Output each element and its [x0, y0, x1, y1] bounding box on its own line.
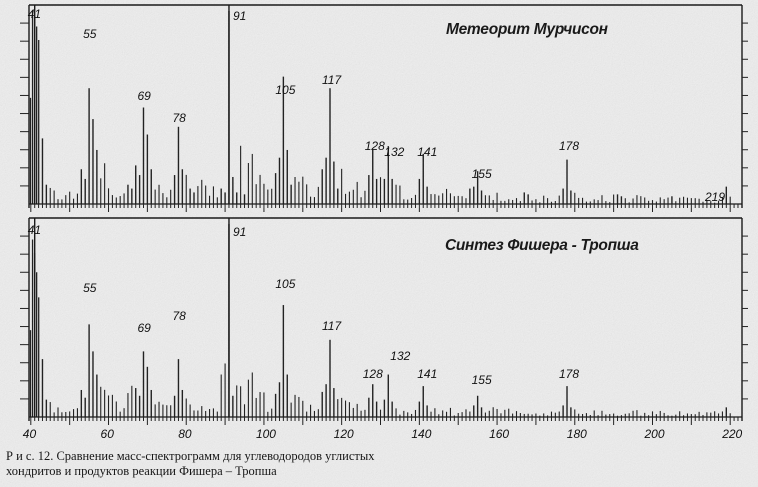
svg-text:Метеорит Мурчисон: Метеорит Мурчисон — [446, 21, 609, 38]
svg-text:141: 141 — [417, 145, 437, 159]
svg-text:180: 180 — [567, 427, 587, 441]
svg-text:117: 117 — [322, 319, 342, 333]
svg-text:69: 69 — [137, 89, 151, 103]
svg-text:141: 141 — [417, 367, 437, 381]
svg-text:132: 132 — [384, 145, 404, 159]
svg-text:60: 60 — [101, 427, 115, 441]
svg-text:100: 100 — [256, 427, 276, 441]
svg-text:178: 178 — [559, 139, 579, 153]
svg-text:219: 219 — [704, 190, 725, 204]
svg-text:55: 55 — [83, 281, 97, 295]
svg-text:178: 178 — [559, 367, 579, 381]
svg-text:160: 160 — [489, 427, 509, 441]
svg-text:117: 117 — [322, 73, 342, 87]
svg-text:105: 105 — [275, 83, 295, 97]
svg-text:41: 41 — [28, 223, 41, 237]
svg-text:55: 55 — [83, 27, 97, 41]
svg-text:128: 128 — [365, 139, 385, 153]
svg-text:220: 220 — [721, 427, 742, 441]
svg-text:132: 132 — [390, 349, 410, 363]
svg-text:105: 105 — [275, 277, 295, 291]
svg-text:78: 78 — [172, 309, 186, 323]
svg-text:80: 80 — [178, 427, 192, 441]
svg-text:120: 120 — [334, 427, 354, 441]
svg-text:200: 200 — [643, 427, 664, 441]
svg-text:40: 40 — [23, 427, 37, 441]
svg-text:128: 128 — [363, 367, 383, 381]
svg-text:155: 155 — [472, 373, 492, 387]
svg-text:91: 91 — [233, 225, 246, 239]
svg-text:140: 140 — [411, 427, 431, 441]
svg-text:78: 78 — [172, 111, 186, 125]
svg-text:91: 91 — [233, 9, 246, 23]
svg-text:41: 41 — [28, 7, 41, 21]
svg-text:155: 155 — [472, 167, 492, 181]
svg-text:69: 69 — [137, 321, 151, 335]
svg-text:Синтез Фишера - Тропша: Синтез Фишера - Тропша — [445, 237, 639, 254]
